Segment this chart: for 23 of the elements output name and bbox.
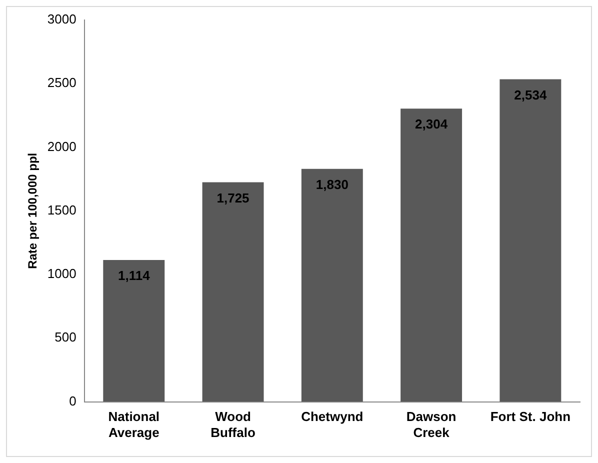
y-tick-label: 2000 (47, 138, 76, 154)
bar (500, 79, 562, 402)
y-tick-label: 3000 (47, 12, 76, 27)
x-tick-label: Dawson Creek (406, 409, 456, 440)
y-tick-label: 1500 (47, 202, 76, 218)
y-tick-label: 0 (69, 393, 76, 408)
y-tick-label: 1000 (47, 266, 76, 282)
y-tick-label: 500 (54, 330, 76, 345)
data-label: 2,534 (514, 87, 548, 102)
x-tick-label: Fort St. John (490, 409, 571, 424)
x-tick-label: National Average (108, 409, 160, 440)
data-label: 1,725 (216, 190, 250, 206)
data-label: 2,304 (415, 116, 448, 132)
data-label: 1,114 (118, 268, 151, 284)
y-axis-title: Rate per 100,000 ppl (26, 152, 40, 269)
bar (103, 260, 165, 402)
bar (202, 182, 264, 402)
bar (400, 108, 462, 402)
bar (301, 168, 363, 402)
x-tick-label: Wood Buffalo (210, 409, 256, 440)
x-tick-label: Chetwynd (301, 409, 364, 424)
y-tick-label: 2500 (47, 75, 76, 90)
data-label: 1,830 (316, 176, 348, 192)
